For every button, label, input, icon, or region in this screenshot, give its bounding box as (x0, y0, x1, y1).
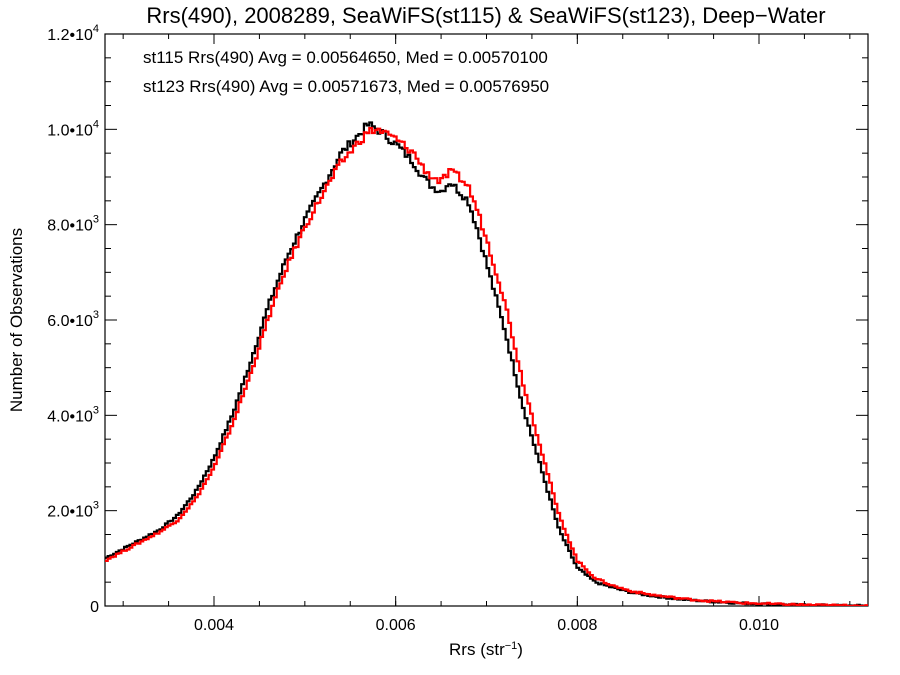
x-axis-label-sup: −1 (505, 640, 518, 652)
x-tick-label: 0.010 (739, 617, 779, 634)
annotation-st123: st123 Rrs(490) Avg = 0.00571673, Med = 0… (143, 77, 549, 96)
x-tick-label: 0.008 (557, 617, 597, 634)
y-tick-label: 0 (90, 599, 99, 616)
y-tick-label: 2.0•103 (47, 500, 99, 521)
y-axis-label: Number of Observations (7, 228, 26, 412)
x-axis-ticks: 0.004 0.006 0.008 0.010 (122, 34, 851, 634)
x-axis-label-main: Rrs (str (449, 640, 505, 659)
y-axis-ticks: 0 2.0•103 4.0•103 6.0•103 8.0•103 1.0•104 1.2•… (47, 23, 868, 616)
x-axis-label: Rrs (str−1) (449, 640, 523, 659)
y-tick-label: 1.2•104 (47, 23, 99, 44)
chart-title: Rrs(490), 2008289, SeaWiFS(st115) & SeaW… (146, 3, 825, 28)
series-st123-line (105, 126, 868, 606)
plot-frame (104, 33, 869, 607)
y-tick-label: 6.0•103 (47, 309, 99, 330)
x-axis-label-end: ) (517, 640, 523, 659)
series-layer (105, 121, 868, 606)
annotation-st115: st115 Rrs(490) Avg = 0.00564650, Med = 0… (143, 48, 548, 67)
y-tick-label: 1.0•104 (47, 118, 99, 139)
series-st115-line (105, 121, 868, 606)
y-tick-label: 8.0•103 (47, 214, 99, 235)
x-tick-label: 0.006 (376, 617, 416, 634)
y-tick-label: 4.0•103 (47, 404, 99, 425)
x-tick-label: 0.004 (194, 617, 234, 634)
